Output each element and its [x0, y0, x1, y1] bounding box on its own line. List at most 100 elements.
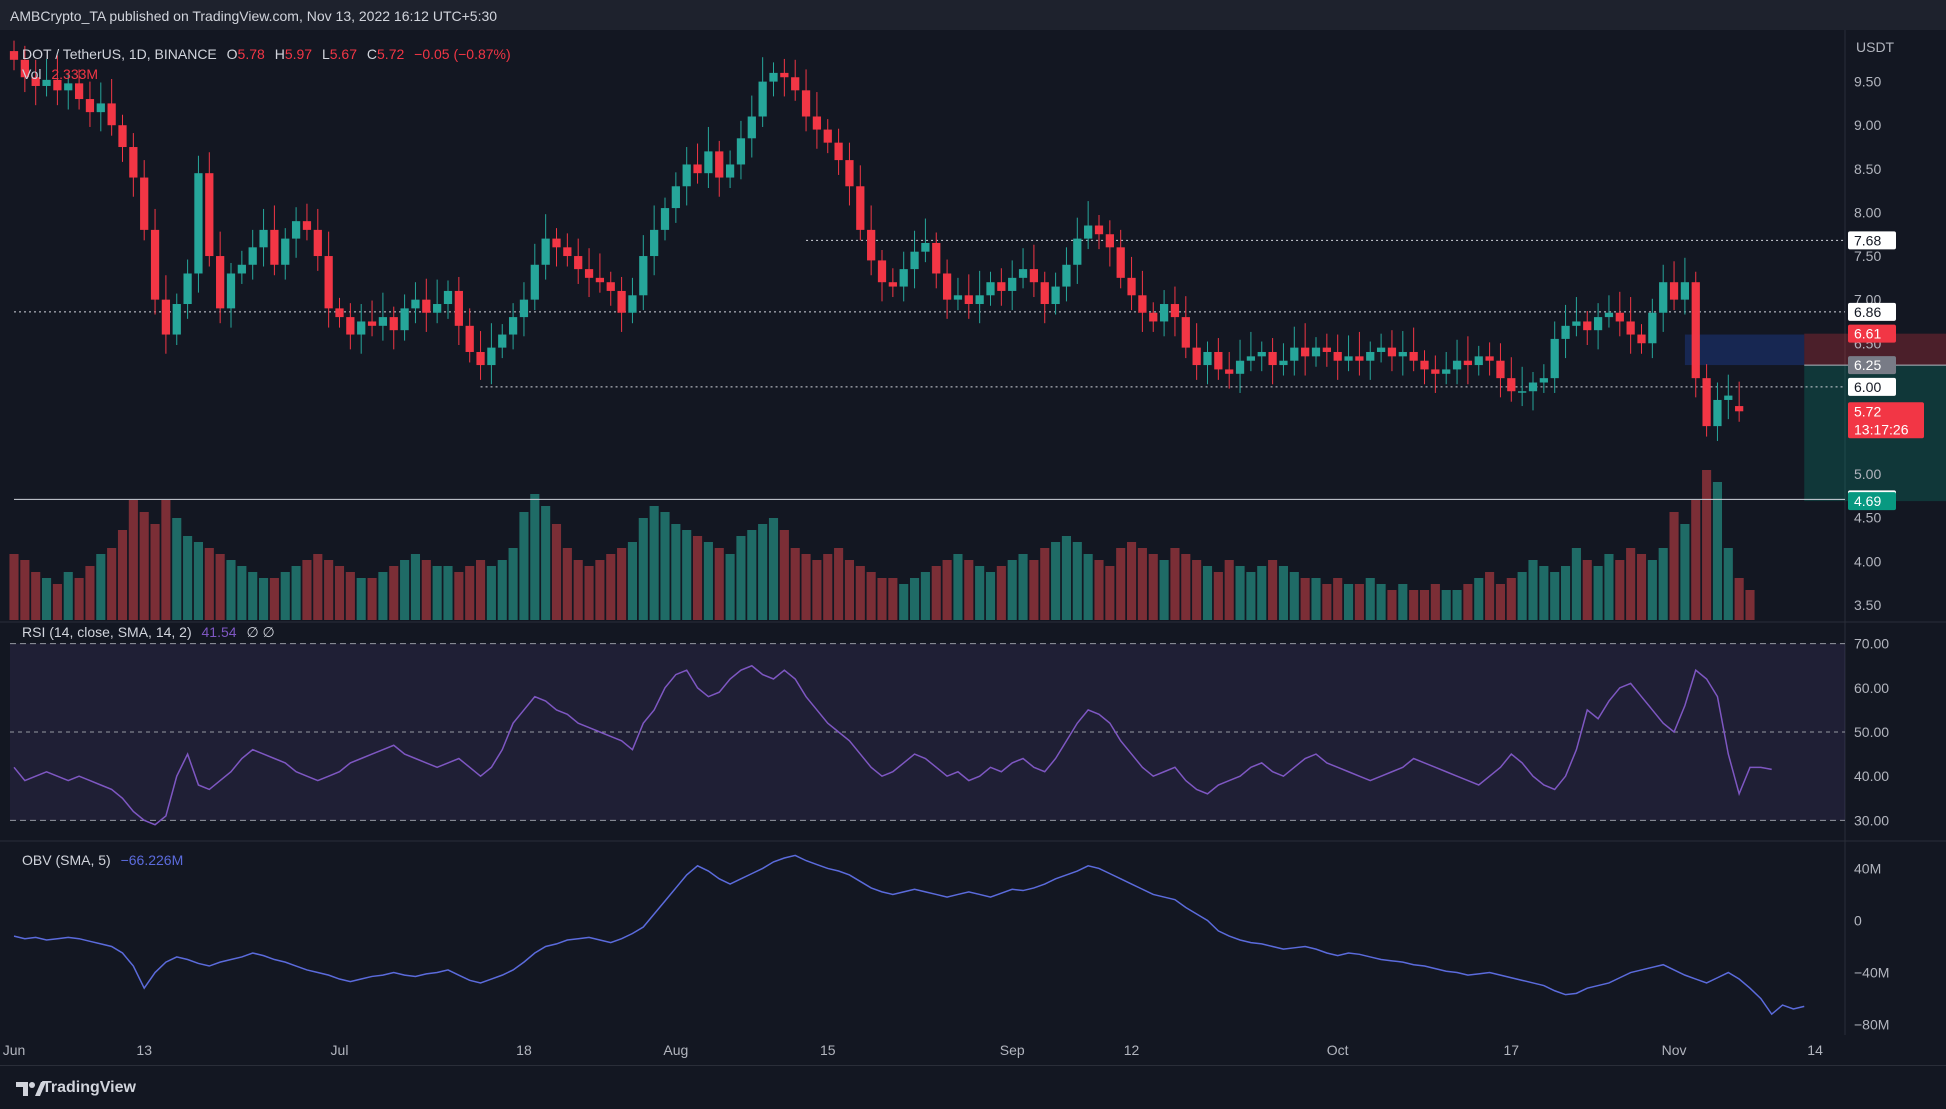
volume-bar — [1593, 566, 1603, 620]
volume-bar — [931, 566, 941, 620]
price-tag — [1848, 492, 1896, 511]
volume-bar — [1072, 542, 1082, 620]
candle-body — [888, 282, 897, 287]
volume-bar — [1430, 584, 1440, 620]
volume-bar — [486, 566, 496, 620]
price-axis-tick: 5.00 — [1854, 466, 1881, 482]
price-level-tag — [1848, 231, 1896, 250]
volume-bar — [248, 572, 258, 620]
candle-body — [584, 269, 594, 278]
candle-body — [791, 77, 800, 91]
candle-body — [281, 238, 290, 265]
published-text: AMBCrypto_TA published on TradingView.co… — [10, 8, 498, 24]
volume-bar — [1268, 560, 1278, 620]
volume-bar — [1278, 566, 1289, 620]
candle-body — [736, 138, 746, 165]
volume-bar — [584, 566, 594, 620]
candle-body — [389, 317, 398, 331]
footer-bar: TradingView — [0, 1065, 1946, 1109]
change-value: −0.05 (−0.87%) — [414, 46, 511, 62]
candle-body — [845, 160, 854, 187]
volume-bar — [671, 524, 681, 620]
candle-body — [85, 99, 95, 113]
volume-bar — [1170, 548, 1180, 620]
candle-body — [856, 186, 865, 230]
price-tag-label: 5.72 — [1854, 403, 1881, 419]
volume-bar — [801, 554, 811, 620]
volume-bar — [139, 512, 149, 620]
volume-bar — [1083, 554, 1093, 620]
volume-bar — [41, 578, 52, 620]
volume-bar — [1626, 548, 1636, 620]
candle-body — [693, 164, 702, 174]
candle-body — [498, 334, 507, 348]
candle-body — [1604, 312, 1614, 318]
volume-bar — [617, 548, 627, 620]
volume-bar — [96, 554, 106, 620]
volume-bar — [324, 560, 334, 620]
candle-body — [1615, 312, 1624, 322]
candle-body — [313, 229, 322, 257]
price-tag-label: 4.69 — [1854, 493, 1881, 509]
candle-body — [476, 351, 485, 366]
volume-bar — [1495, 584, 1506, 620]
volume-bar — [1571, 548, 1581, 620]
volume-bar — [475, 560, 486, 620]
candle-body — [1225, 369, 1234, 374]
candle-body — [1311, 347, 1321, 357]
candle-body — [1084, 225, 1093, 239]
rsi-axis-tick: 50.00 — [1854, 724, 1889, 740]
volume-bar — [1474, 578, 1484, 620]
candle-body — [704, 151, 713, 174]
obv-axis-tick: 0 — [1854, 912, 1862, 928]
candle-body — [1583, 321, 1592, 331]
price-axis-tick: 8.50 — [1854, 161, 1881, 177]
volume-bar — [291, 566, 301, 620]
candle-body — [715, 151, 724, 178]
candle-body — [953, 295, 963, 300]
volume-bar — [1734, 578, 1744, 620]
candle-body — [1702, 378, 1711, 427]
candle-body — [226, 273, 236, 309]
candle-body — [1333, 351, 1342, 361]
volume-bar — [226, 560, 236, 620]
candle-body — [1159, 304, 1169, 322]
candle-body — [346, 317, 355, 335]
volume-bar — [758, 524, 768, 620]
candle-body — [574, 256, 583, 270]
volume-bar — [1647, 560, 1657, 620]
volume-bar — [1224, 560, 1234, 620]
candle-body — [1062, 264, 1071, 287]
volume-bar — [519, 512, 529, 620]
volume-bar — [421, 560, 431, 620]
price-chart[interactable]: USDT9.509.008.508.007.507.006.506.005.50… — [0, 30, 1946, 1065]
volume-bar — [855, 566, 865, 620]
volume-bar — [1235, 566, 1245, 620]
volume-bar — [1452, 590, 1462, 620]
candle-body — [454, 290, 463, 326]
candle-body — [302, 221, 312, 230]
volume-bar — [725, 554, 735, 620]
candle-body — [150, 229, 160, 300]
candle-body — [270, 229, 279, 265]
price-axis-tick: 9.00 — [1854, 117, 1881, 133]
volume-bar — [551, 524, 562, 620]
price-tag — [1848, 356, 1896, 375]
volume-bar — [844, 560, 855, 620]
open-value: 5.78 — [237, 46, 265, 62]
candle-body — [20, 59, 29, 78]
candle-body — [1431, 369, 1440, 374]
candle-body — [1290, 347, 1299, 361]
price-level-tag-label: 7.68 — [1854, 232, 1881, 248]
volume-bar — [1159, 560, 1169, 620]
high-label: H — [274, 46, 285, 62]
volume-bar — [1300, 578, 1310, 620]
candle-body — [660, 208, 670, 230]
volume-bar — [1615, 560, 1625, 620]
price-level-tag-label: 6.00 — [1854, 379, 1881, 395]
candle-body — [1127, 277, 1136, 296]
candle-body — [964, 295, 973, 305]
volume-bar — [953, 554, 963, 620]
volume-bar — [649, 506, 659, 620]
volume-bar — [1376, 584, 1386, 620]
